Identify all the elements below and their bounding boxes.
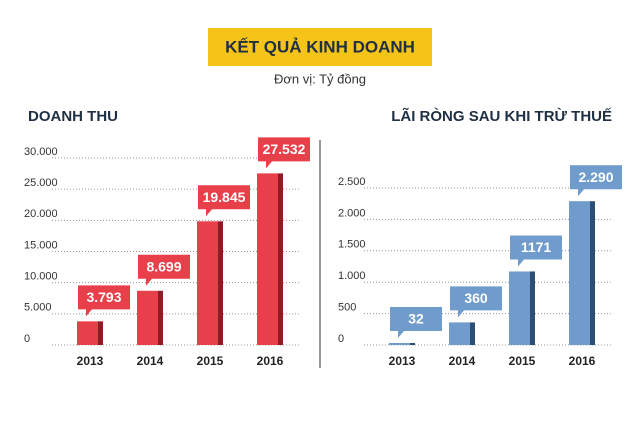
bar	[257, 173, 283, 345]
y-tick-label: 1.500	[338, 239, 366, 251]
title: KẾT QUẢ KINH DOANH	[225, 37, 415, 56]
x-tick-label: 2015	[509, 354, 536, 368]
x-tick-label: 2014	[137, 354, 164, 368]
value-label: 27.532	[263, 141, 306, 157]
y-tick-label: 1.000	[338, 270, 366, 282]
bar	[389, 342, 415, 345]
chart-title: LÃI RÒNG SAU KHI TRỪ THUẾ	[391, 107, 612, 125]
x-tick-label: 2014	[449, 354, 476, 368]
value-label: 3.793	[86, 289, 121, 305]
value-label: 8.699	[146, 258, 181, 274]
value-label-box	[258, 137, 310, 169]
x-tick-label: 2016	[257, 354, 284, 368]
bar	[449, 322, 475, 345]
y-tick-label: 10.000	[24, 271, 58, 283]
title-box	[208, 28, 432, 66]
value-label: 1171	[521, 239, 552, 255]
value-label-box	[450, 286, 502, 318]
bar	[77, 321, 103, 345]
bar	[197, 221, 223, 345]
value-label: 32	[408, 311, 424, 327]
y-tick-label: 25.000	[24, 177, 58, 189]
value-label: 19.845	[203, 189, 246, 205]
value-label-box	[198, 185, 250, 217]
y-tick-label: 15.000	[24, 239, 58, 251]
y-tick-label: 2.500	[338, 176, 366, 188]
chart-title: DOANH THU	[28, 108, 118, 125]
y-tick-label: 30.000	[24, 146, 58, 158]
subtitle: Đơn vị: Tỷ đồng	[274, 71, 366, 86]
x-tick-label: 2013	[77, 354, 104, 368]
x-tick-label: 2015	[197, 354, 224, 368]
x-tick-label: 2016	[569, 354, 596, 368]
value-label: 2.290	[578, 169, 613, 185]
value-label: 360	[464, 290, 488, 306]
y-tick-label: 5.000	[24, 302, 52, 314]
y-tick-label: 20.000	[24, 208, 58, 220]
value-label-box	[510, 235, 562, 267]
y-tick-label: 0	[338, 333, 344, 345]
bar	[509, 271, 535, 345]
y-tick-label: 500	[338, 302, 356, 314]
x-tick-label: 2013	[389, 354, 416, 368]
bar	[137, 290, 163, 345]
value-label-box	[390, 306, 442, 338]
value-label-box	[570, 165, 622, 197]
bar	[569, 201, 595, 345]
value-label-box	[138, 254, 190, 286]
y-tick-label: 0	[24, 333, 30, 345]
y-tick-label: 2.000	[338, 207, 366, 219]
value-label-box	[78, 285, 130, 317]
